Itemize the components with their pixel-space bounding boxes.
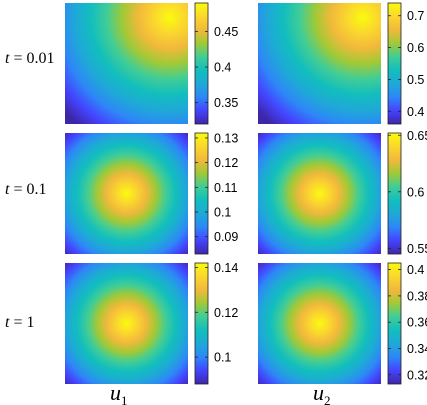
colorbar-tick-label: 0.13 (214, 131, 238, 145)
colorbar-tick-label: 0.38 (407, 289, 427, 303)
panel-r2-c0: 0.14 0.12 0.1 (65, 261, 238, 385)
colorbar-tick-label: 0.65 (407, 129, 427, 143)
row-label-2: t = 1 (5, 314, 34, 331)
col-label-1: u2 (313, 380, 331, 405)
colorbar-4 (194, 262, 209, 385)
row-label-0: t = 0.01 (5, 50, 54, 67)
colorbar-tick-label: 0.7 (407, 9, 424, 23)
colorbar-tick-label: 0.11 (214, 181, 237, 195)
colorbar-tick-label: 0.32 (407, 368, 427, 382)
colorbar-2 (194, 132, 209, 255)
colorbar-tick-label: 0.4 (407, 105, 424, 119)
col-label-0: u1 (110, 380, 128, 405)
heatmap-field-3 (258, 133, 381, 254)
colorbar-tick-label: 0.12 (214, 156, 238, 170)
colorbar-tick-label: 0.6 (407, 41, 424, 55)
colorbar-tick-label: 0.6 (407, 185, 424, 199)
colorbar-tick-label: 0.14 (214, 261, 238, 275)
colorbar-tick-label: 0.5 (407, 73, 424, 87)
row-label-1: t = 0.1 (5, 181, 46, 198)
colorbar-1 (387, 2, 402, 125)
colorbar-tick-label: 0.55 (407, 242, 427, 256)
colorbar-tick-label: 0.12 (214, 306, 238, 320)
heatmap-field-4 (65, 263, 188, 384)
panels-layer: 0.450.40.350.70.60.50.40.130.120.110.10.… (65, 2, 427, 385)
panel-r0-c0: 0.45 0.4 0.35 (65, 2, 238, 125)
colorbar-tick-label: 0.35 (214, 96, 238, 110)
colorbar-5 (387, 262, 402, 385)
colorbar-tick-label: 0.45 (214, 25, 238, 39)
panel-r2-c1: 0.4 0.38 0.36 0.34 0.32 (258, 262, 427, 385)
colorbar-0 (194, 2, 209, 125)
colorbar-tick-label: 0.1 (214, 351, 231, 365)
heatmap-field-2 (65, 133, 188, 254)
heatmap-field-5 (258, 263, 381, 384)
heatmap-field-0 (65, 3, 188, 124)
colorbar-tick-label: 0.34 (407, 342, 427, 356)
heatmap-field-1 (258, 3, 381, 124)
colorbar-tick-label: 0.4 (214, 61, 231, 75)
colorbar-tick-label: 0.09 (214, 230, 238, 244)
panel-r1-c0: 0.13 0.12 0.11 0.1 0.09 (65, 131, 238, 255)
panel-r0-c1: 0.7 0.6 0.5 0.4 (258, 2, 424, 125)
colorbar-tick-label: 0.1 (214, 206, 231, 220)
colorbar-tick-label: 0.36 (407, 316, 427, 330)
panel-r1-c1: 0.65 0.6 0.55 (258, 129, 427, 256)
colorbar-3 (387, 132, 402, 255)
colorbar-tick-label: 0.4 (407, 263, 424, 277)
